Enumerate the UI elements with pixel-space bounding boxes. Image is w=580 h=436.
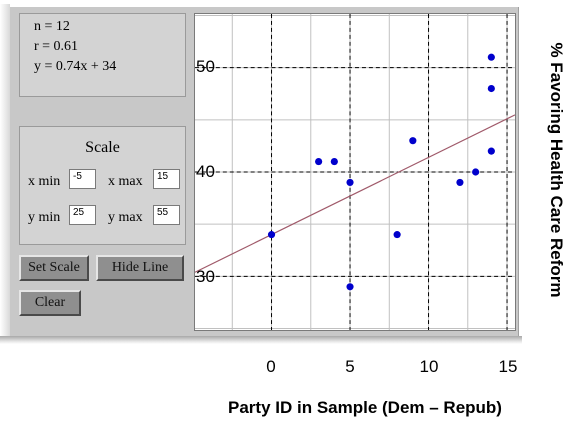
data-point	[472, 168, 480, 176]
x-tick-label: 10	[419, 357, 439, 376]
data-point	[330, 157, 338, 166]
data-point	[346, 283, 354, 291]
data-point	[267, 231, 276, 239]
x-max-field[interactable]: 15	[153, 169, 180, 189]
statistics-box: n = 12 r = 0.61 y = 0.74x + 34	[19, 13, 186, 97]
x-axis-label: Party ID in Sample (Dem – Repub)	[228, 398, 502, 417]
x-min-label: x min	[28, 174, 61, 189]
y-max-field[interactable]: 55	[153, 205, 180, 225]
y-tick-label: 30	[196, 267, 215, 286]
data-point	[487, 84, 495, 93]
y-min-field[interactable]: 25	[69, 205, 96, 225]
y-tick-label: 50	[196, 57, 215, 76]
data-point	[487, 147, 495, 155]
scatter-plot-area[interactable]	[194, 13, 516, 331]
x-tick-label: 5	[345, 357, 355, 376]
data-point	[409, 137, 417, 145]
regression-line	[195, 114, 515, 273]
set-scale-button[interactable]: Set Scale	[19, 255, 89, 281]
y-axis-label: % Favoring Health Care Reform	[547, 42, 566, 298]
x-tick-label: 15	[498, 357, 518, 376]
scale-title: Scale	[85, 139, 120, 156]
hide-line-button[interactable]: Hide Line	[96, 255, 184, 281]
data-point	[487, 53, 495, 61]
clear-button[interactable]: Clear	[19, 290, 81, 316]
panel-shadow-bottom	[0, 336, 522, 344]
x-max-label: x max	[108, 174, 143, 189]
y-max-label: y max	[108, 210, 143, 225]
data-point	[456, 178, 464, 187]
scale-panel: Scale x min -5 x max 15 y min 25 y max 5…	[19, 126, 186, 245]
x-tick-label: 0	[266, 357, 276, 376]
y-min-label: y min	[28, 210, 61, 225]
x-min-field[interactable]: -5	[69, 169, 96, 189]
data-point	[315, 157, 323, 166]
panel-shadow-left	[0, 4, 10, 342]
data-point	[393, 231, 401, 239]
stat-regression-equation: y = 0.74x + 34	[34, 59, 117, 74]
stat-n: n = 12	[34, 19, 70, 34]
stat-r: r = 0.61	[34, 39, 79, 54]
data-point	[346, 178, 354, 187]
y-tick-label: 40	[196, 162, 215, 181]
